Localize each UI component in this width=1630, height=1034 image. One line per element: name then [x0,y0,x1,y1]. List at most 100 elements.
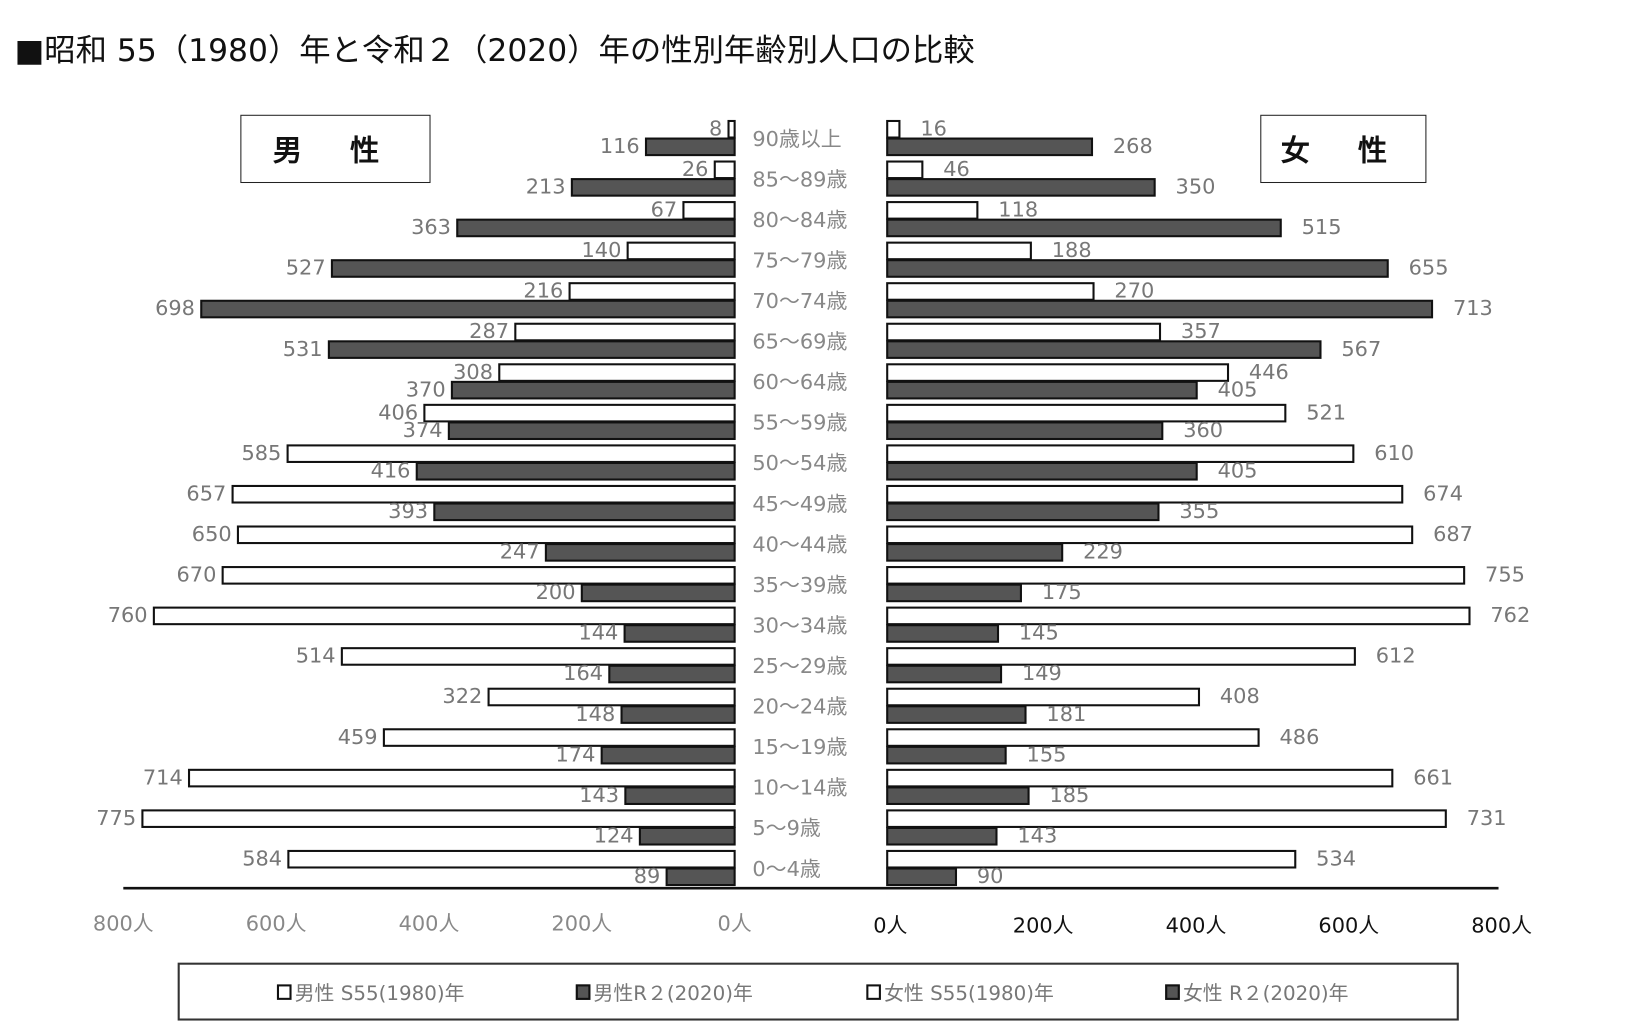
bar-male-2020 [570,178,736,197]
data-label: 674 [1423,482,1463,506]
age-label: 0～4歳 [752,857,821,881]
age-label: 35～39歳 [752,573,847,597]
data-label: 775 [96,806,136,830]
bar-male-1980 [141,809,736,828]
data-label: 406 [378,400,418,424]
age-label: 55～59歳 [752,411,847,435]
male-tick-label: 0人 [718,912,752,936]
bar-female-1980 [886,322,1162,342]
data-label: 143 [579,783,619,807]
female-label: 女 性 [1280,133,1406,168]
female-tick-label: 600人 [1318,914,1379,938]
legend-item-female-2020: 女性 R２(2020)年 [1165,978,1348,1006]
data-label: 459 [338,725,378,749]
pyramid-chart: 90歳以上 8 116 16 268 85～89歳 26 213 46 350 80～84歳 67 36… [93,117,1532,938]
data-label: 755 [1485,563,1525,587]
data-label: 247 [500,540,540,564]
legend-item-male-1980: 男性 S55(1980)年 [276,978,465,1006]
data-label: 661 [1413,765,1453,789]
data-label: 393 [388,499,428,523]
male-label-box: 男 性 [240,114,431,184]
age-label: 10～14歳 [752,776,847,800]
data-label: 687 [1433,522,1473,546]
bar-female-1980 [886,119,901,139]
data-label: 515 [1302,215,1342,239]
data-label: 124 [594,824,634,848]
bar-male-2020 [327,340,736,359]
data-label: 355 [1179,499,1219,523]
bar-male-1980 [236,525,736,545]
data-label: 8 [709,117,722,141]
legend-item-male-2020: 男性R２(2020)年 [575,978,753,1006]
data-label: 140 [582,238,622,262]
female-label-box: 女 性 [1260,114,1427,184]
data-label: 229 [1083,540,1123,564]
data-label: 731 [1467,806,1507,830]
data-label: 216 [523,279,563,303]
bar-female-2020 [886,826,998,846]
data-label: 89 [634,864,661,888]
data-label: 670 [176,563,216,587]
bar-female-2020 [886,543,1064,562]
bar-female-2020 [886,137,1094,157]
data-label: 145 [1019,621,1059,645]
age-label: 80～84歳 [752,208,847,232]
bar-male-2020 [433,502,736,522]
data-label: 155 [1027,742,1067,766]
bar-male-2020 [624,786,736,805]
data-label: 149 [1022,661,1062,685]
bar-female-2020 [886,218,1282,238]
bar-male-2020 [447,421,736,441]
legend-label: 男性 S55(1980)年 [294,981,465,1005]
bar-female-1980 [886,160,924,180]
data-label: 698 [155,296,195,320]
data-label: 363 [411,215,451,239]
legend-label: 女性 S55(1980)年 [884,981,1054,1005]
data-label: 270 [1114,279,1154,303]
bar-male-2020 [644,137,736,157]
bar-male-1980 [382,728,736,747]
data-label: 657 [186,482,226,506]
data-label: 268 [1113,134,1153,158]
bar-female-1980 [886,647,1356,666]
bar-male-1980 [487,687,736,707]
bar-male-1980 [187,768,736,788]
bar-female-2020 [886,502,1160,522]
bar-male-2020 [456,218,736,238]
data-label: 185 [1049,783,1089,807]
data-label: 143 [1017,824,1057,848]
age-label: 45～49歳 [752,492,847,516]
bar-female-2020 [886,340,1322,359]
data-label: 118 [998,198,1038,222]
bar-male-1980 [713,160,736,180]
bar-male-2020 [665,867,736,887]
bar-male-2020 [620,705,736,724]
data-label: 650 [192,522,232,546]
bar-male-1980 [340,647,736,666]
bar-male-2020 [600,745,736,765]
legend-swatch [1165,983,1180,1000]
bar-female-1980 [886,728,1260,747]
bar-male-2020 [330,259,736,278]
legend-swatch [866,983,881,1000]
data-label: 67 [651,198,678,222]
bar-female-2020 [886,583,1022,603]
bar-male-2020 [450,380,736,400]
bar-female-1980 [886,201,979,220]
data-label: 416 [371,459,411,483]
male-tick-label: 600人 [246,912,307,936]
data-label: 308 [453,360,493,384]
bar-female-1980 [886,606,1471,626]
data-label: 164 [563,661,603,685]
bar-female-2020 [886,421,1164,441]
bar-male-1980 [287,849,736,869]
data-label: 612 [1376,644,1416,668]
bar-male-2020 [638,826,736,846]
data-label: 405 [1218,377,1258,401]
bar-female-2020 [886,705,1027,724]
female-tick-label: 400人 [1166,914,1227,938]
data-label: 213 [526,175,566,199]
data-label: 585 [241,441,281,465]
age-label: 15～19歳 [752,735,847,759]
data-label: 762 [1490,603,1530,627]
